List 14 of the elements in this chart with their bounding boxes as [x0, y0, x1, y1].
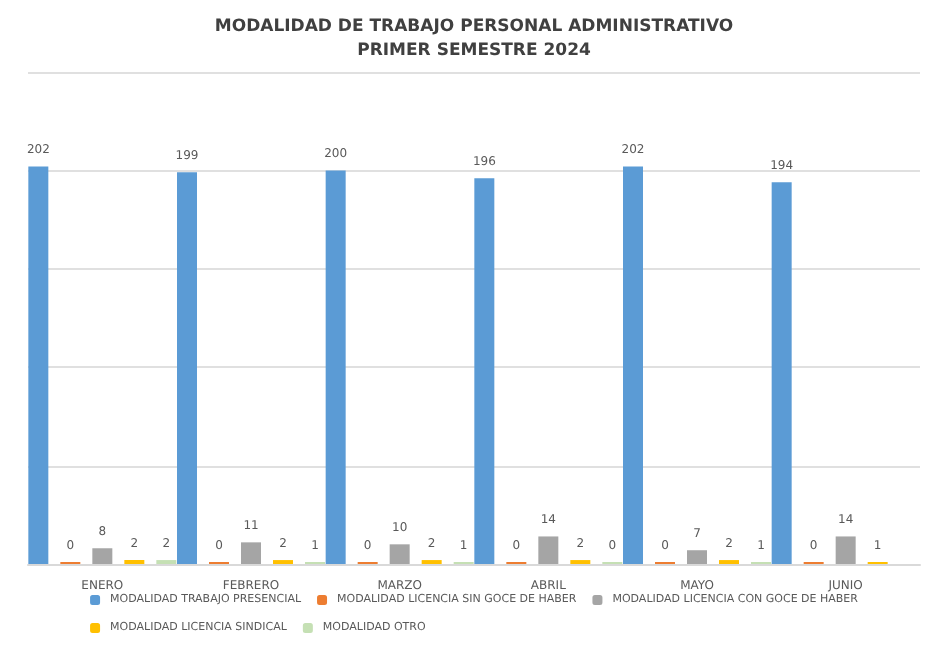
bar: [389, 544, 410, 564]
bar: [28, 166, 49, 564]
bar: [835, 536, 856, 564]
chart-title: MODALIDAD DE TRABAJO PERSONAL ADMINISTRATIVO: [214, 17, 734, 37]
bar: [92, 548, 113, 564]
bar: [177, 172, 197, 564]
bar: [241, 542, 261, 564]
bar: [623, 166, 643, 564]
bar: [771, 182, 792, 564]
bar: [474, 178, 495, 564]
chart-subtitle: PRIMER SEMESTRE 2024: [357, 41, 591, 61]
bar: [538, 536, 559, 564]
bar: [325, 170, 346, 564]
bar: [687, 550, 707, 564]
